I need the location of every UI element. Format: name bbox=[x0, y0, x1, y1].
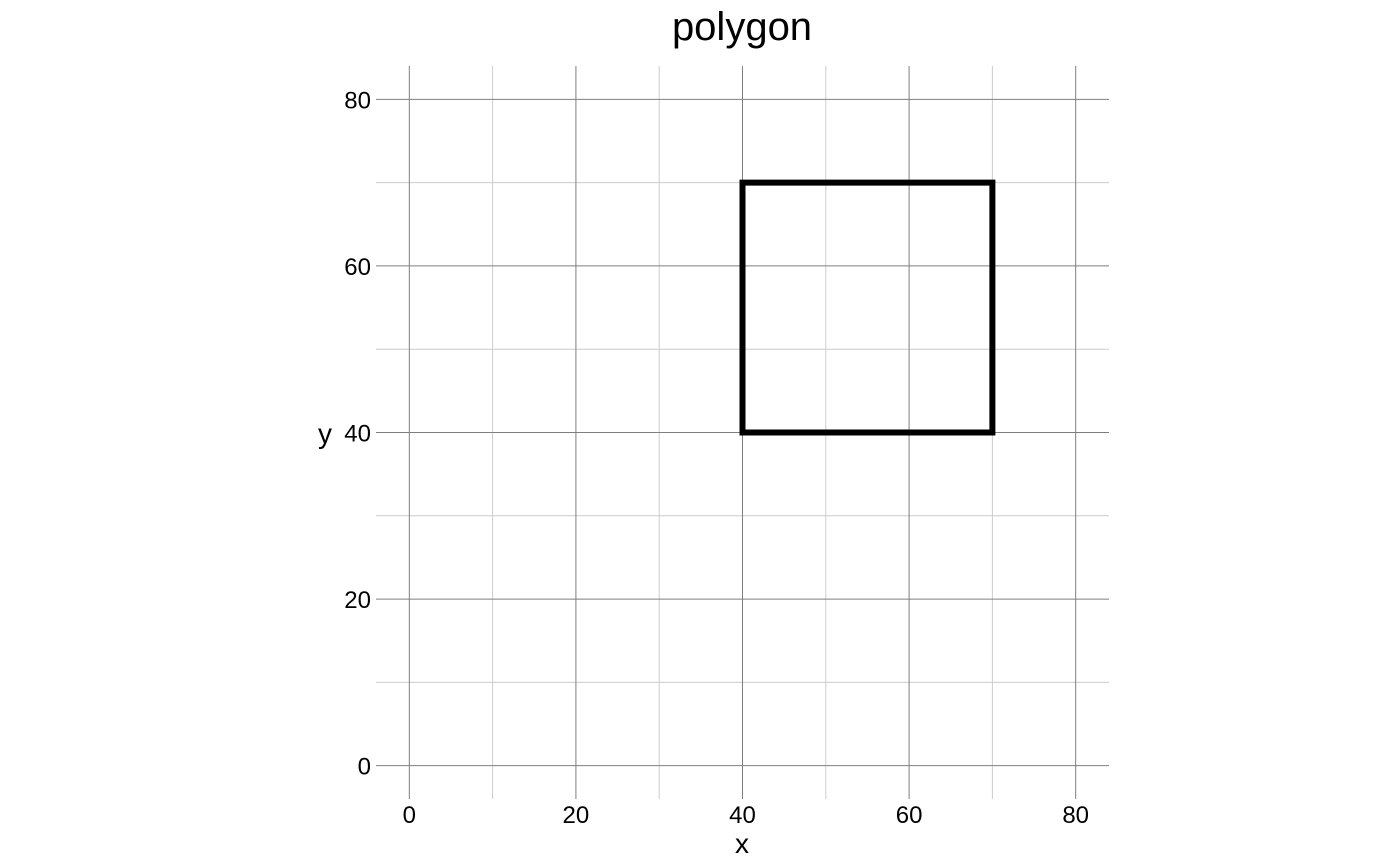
y-tick-label: 40 bbox=[344, 421, 371, 448]
plot-area bbox=[739, 179, 996, 436]
x-tick-label: 60 bbox=[896, 802, 923, 829]
y-tick-label: 0 bbox=[358, 754, 371, 781]
chart-title: polygon bbox=[672, 5, 812, 49]
y-tick-label: 60 bbox=[344, 254, 371, 281]
x-axis-label: x bbox=[735, 828, 749, 859]
x-tick-label: 80 bbox=[1062, 802, 1089, 829]
x-tick-label: 0 bbox=[403, 802, 416, 829]
x-tick-label: 40 bbox=[729, 802, 756, 829]
y-axis-label: y bbox=[318, 418, 332, 449]
y-tick-label: 20 bbox=[344, 587, 371, 614]
polygon-shape bbox=[739, 179, 996, 436]
tick-labels: 0 20 40 60 80 0 20 40 60 80 bbox=[344, 87, 1089, 829]
x-tick-label: 20 bbox=[563, 802, 590, 829]
y-tick-label: 80 bbox=[344, 87, 371, 114]
